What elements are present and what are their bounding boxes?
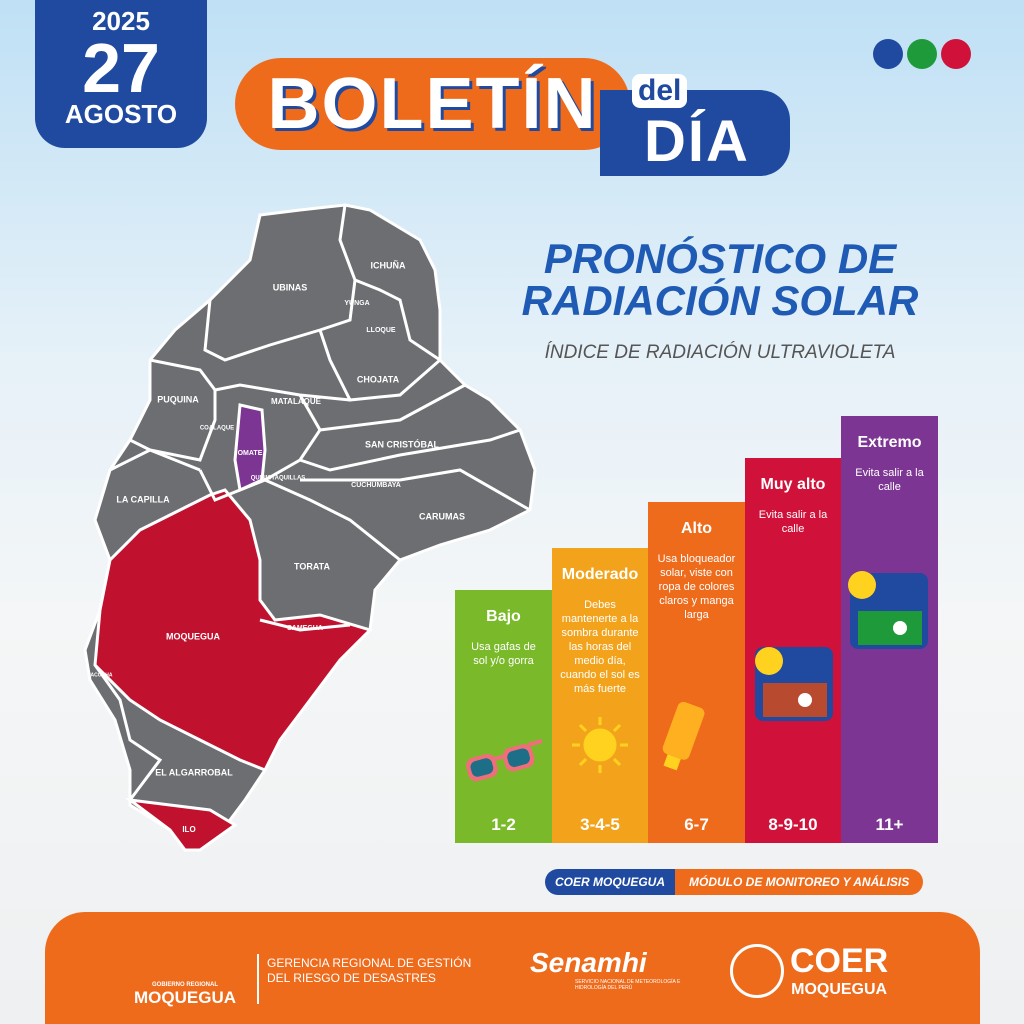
gerencia-line: DEL RIESGO DE DESASTRES [267,971,436,985]
level-text: Usa bloqueador solar, viste con ropa de … [657,553,736,621]
district-label: UBINAS [273,282,308,292]
dia-text: DÍA [644,109,750,174]
district-ilo [124,797,238,852]
coer-name: COER [790,942,889,980]
forecast-subtitle: ÍNDICE DE RADIACIÓN ULTRAVIOLETA [544,342,896,363]
gerencia: GERENCIA REGIONAL DE GESTIÓN DEL RIESGO … [267,956,471,986]
gore-small: GOBIERNO REGIONAL [151,982,218,988]
district-label: SAMEGUA [287,625,323,632]
gerencia-line: GERENCIA REGIONAL DE GESTIÓN [267,956,472,970]
tag-right: MÓDULO DE MONITOREO Y ANÁLISIS [675,869,924,895]
coer-sub: MOQUEGUA [791,981,888,998]
district-label: PACOCHA [88,672,113,678]
district-label: MOQUEGUA [166,631,221,641]
senamhi-logo: Senamhi SERVICIO NACIONAL DE METEOROLOGÍ… [530,947,685,991]
district-label: YUNGA [344,300,369,307]
year: 2025 [92,6,150,36]
level-range: 8-9-10 [768,815,818,834]
dot [873,39,903,69]
district-label: CHOJATA [357,374,400,384]
level-text: Usa gafas de sol y/o gorra [471,641,536,667]
level-text: Evita salir a la calle [855,467,924,493]
uv-level: Alto Usa bloqueador solar, viste con ropa… [648,502,745,843]
dots [873,39,971,69]
level-name: Bajo [486,608,521,625]
district-label: EL ALGARROBAL [155,767,233,777]
district-label: OMATE [238,450,263,457]
del-text: del [632,74,688,108]
tag: COER MOQUEGUA MÓDULO DE MONITOREO Y ANÁL… [545,869,924,895]
level-range: 3-4-5 [580,815,620,834]
level-range: 6-7 [684,815,709,834]
level-text: Debes mantenerte a la sombra durante las… [560,599,640,695]
forecast-title: PRONÓSTICO DE RADIACIÓN SOLAR [470,238,970,322]
district-moquegua [93,488,373,772]
district-label: TORATA [294,561,330,571]
forecast-line2: RADIACIÓN SOLAR [521,277,919,324]
uv-level: Extremo Evita salir a la calle 11+ [841,416,938,843]
level-name: Moderado [561,566,639,583]
district-label: ILO [182,825,195,834]
uv-level: Moderado Debes mantenerte a la sombra dur… [551,548,649,843]
tag-left: COER MOQUEGUA [545,869,676,895]
district-label: LLOQUE [366,327,395,334]
district-label: PUQUINA [157,394,199,404]
map: UBINAS ICHUÑA YUNGA LLOQUE CHOJATA MATAL… [83,203,537,852]
title: BOLETÍN [267,64,598,144]
district-label: LA CAPILLA [116,494,170,504]
district-label: ICHUÑA [371,260,406,270]
district-label: QUINISTAQUILLAS [251,476,306,482]
month: AGOSTO [64,99,178,129]
coer-logo: COER MOQUEGUA [790,942,888,999]
forecast-line1: PRONÓSTICO DE [543,235,897,282]
level-name: Muy alto [760,476,826,493]
uv-level: Bajo Usa gafas de sol y/o gorra 1-2 [455,590,552,843]
boundaries [93,204,531,801]
uv-level: Muy alto Evita salir a la calle 8-9-10 [744,458,842,843]
date-box: 2025 27 AGOSTO [35,0,207,148]
day: 27 [82,29,160,107]
district-label: CUCHUMBAYA [351,482,401,489]
footer: GOBIERNO REGIONAL MOQUEGUA GERENCIA REGI… [45,912,980,1024]
dot [907,39,937,69]
divider [257,954,259,1004]
senamhi-name: Senamhi [530,947,647,978]
level-text: Evita salir a la calle [758,509,828,535]
dot [941,39,971,69]
district-label: MATALAQUE [271,397,322,406]
gore-name: MOQUEGUA [134,988,236,1007]
title-pill: BOLETÍN [235,58,630,150]
level-name: Alto [680,520,713,537]
senamhi-sub: SERVICIO NACIONAL DE METEOROLOGÍA E HIDR… [575,979,681,991]
district-label: COALAQUE [200,426,234,432]
district-label: SAN CRISTÓBAL [365,438,440,449]
level-name: Extremo [857,434,922,451]
district-label: CARUMAS [419,511,465,521]
gore-logo: GOBIERNO REGIONAL MOQUEGUA [125,982,245,1008]
level-range: 11+ [875,815,904,834]
district-labels: UBINAS ICHUÑA YUNGA LLOQUE CHOJATA MATAL… [88,260,465,834]
level-range: 1-2 [491,815,516,834]
coer-seal [730,944,784,998]
subtitle-pill: del DÍA [600,74,790,176]
